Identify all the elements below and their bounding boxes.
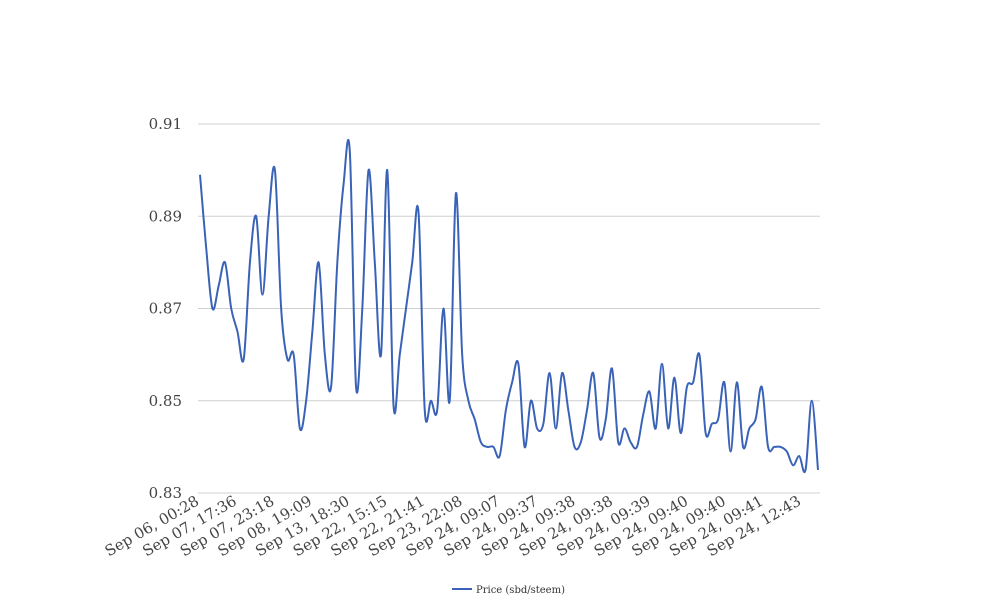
y-tick-label: 0.89 — [149, 207, 182, 225]
grid-lines — [198, 123, 820, 494]
legend: Price (sbd/steem) — [452, 585, 565, 596]
y-tick-label: 0.85 — [149, 392, 182, 410]
y-tick-labels: 0.83 0.85 0.87 0.89 0.91 — [149, 115, 182, 502]
legend-label-price: Price (sbd/steem) — [476, 585, 565, 596]
series-line-price — [199, 138, 819, 474]
y-tick-label: 0.83 — [149, 484, 182, 502]
y-tick-label: 0.87 — [149, 300, 182, 318]
y-tick-label: 0.91 — [149, 115, 182, 133]
series-lines — [199, 138, 819, 474]
